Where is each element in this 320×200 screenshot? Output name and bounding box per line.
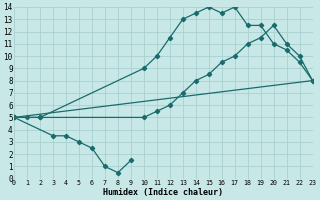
X-axis label: Humidex (Indice chaleur): Humidex (Indice chaleur) bbox=[103, 188, 223, 197]
